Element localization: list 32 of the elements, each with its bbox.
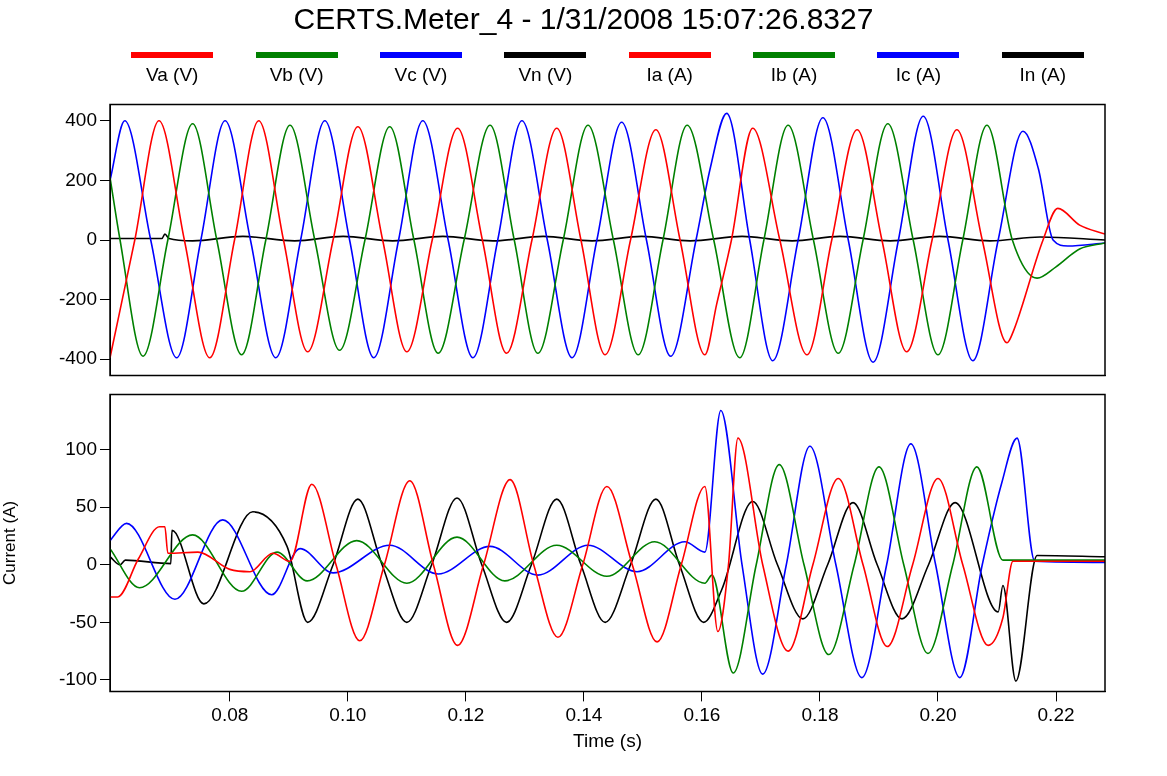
- x-tick-label: 0.20: [919, 704, 957, 726]
- legend-label: In (A): [1019, 64, 1067, 86]
- x-tick-label: 0.12: [447, 704, 485, 726]
- y-tick-label: -200: [58, 287, 97, 309]
- x-tick-label: 0.18: [801, 704, 839, 726]
- x-tick-label: 0.10: [329, 704, 367, 726]
- y-axis-title: Current (A): [0, 500, 19, 585]
- y-tick-label: 400: [65, 109, 97, 131]
- y-tick-label: 50: [75, 495, 97, 517]
- legend-label: Vc (V): [394, 64, 448, 86]
- x-tick-label: 0.16: [683, 704, 721, 726]
- x-tick-label: 0.14: [565, 704, 603, 726]
- line-series: [110, 463, 1105, 674]
- line-series: [110, 409, 1105, 679]
- y-tick-label: 200: [65, 168, 97, 190]
- y-tick-label: -100: [58, 668, 97, 690]
- legend-label: Vn (V): [518, 64, 573, 86]
- x-axis-title: Time (s): [573, 729, 642, 751]
- legend-label: Vb (V): [269, 64, 324, 86]
- x-tick-label: 0.22: [1037, 704, 1075, 726]
- y-tick-label: -400: [58, 347, 97, 369]
- y-tick-label: -50: [69, 610, 97, 632]
- chart-title: CERTS.Meter_4 - 1/31/2008 15:07:26.8327: [292, 2, 875, 36]
- legend-label: Ib (A): [770, 64, 818, 86]
- legend-label: Va (V): [145, 64, 199, 86]
- y-tick-label: 0: [86, 228, 97, 250]
- legend-label: Ic (A): [895, 64, 942, 86]
- x-tick-label: 0.08: [211, 704, 249, 726]
- y-tick-label: 100: [65, 437, 97, 459]
- y-tick-label: 0: [86, 553, 97, 575]
- line-series: [110, 437, 1105, 652]
- legend-label: Ia (A): [646, 64, 693, 86]
